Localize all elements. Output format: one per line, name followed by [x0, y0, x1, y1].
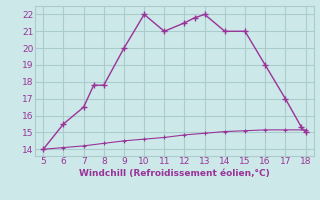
X-axis label: Windchill (Refroidissement éolien,°C): Windchill (Refroidissement éolien,°C): [79, 169, 270, 178]
